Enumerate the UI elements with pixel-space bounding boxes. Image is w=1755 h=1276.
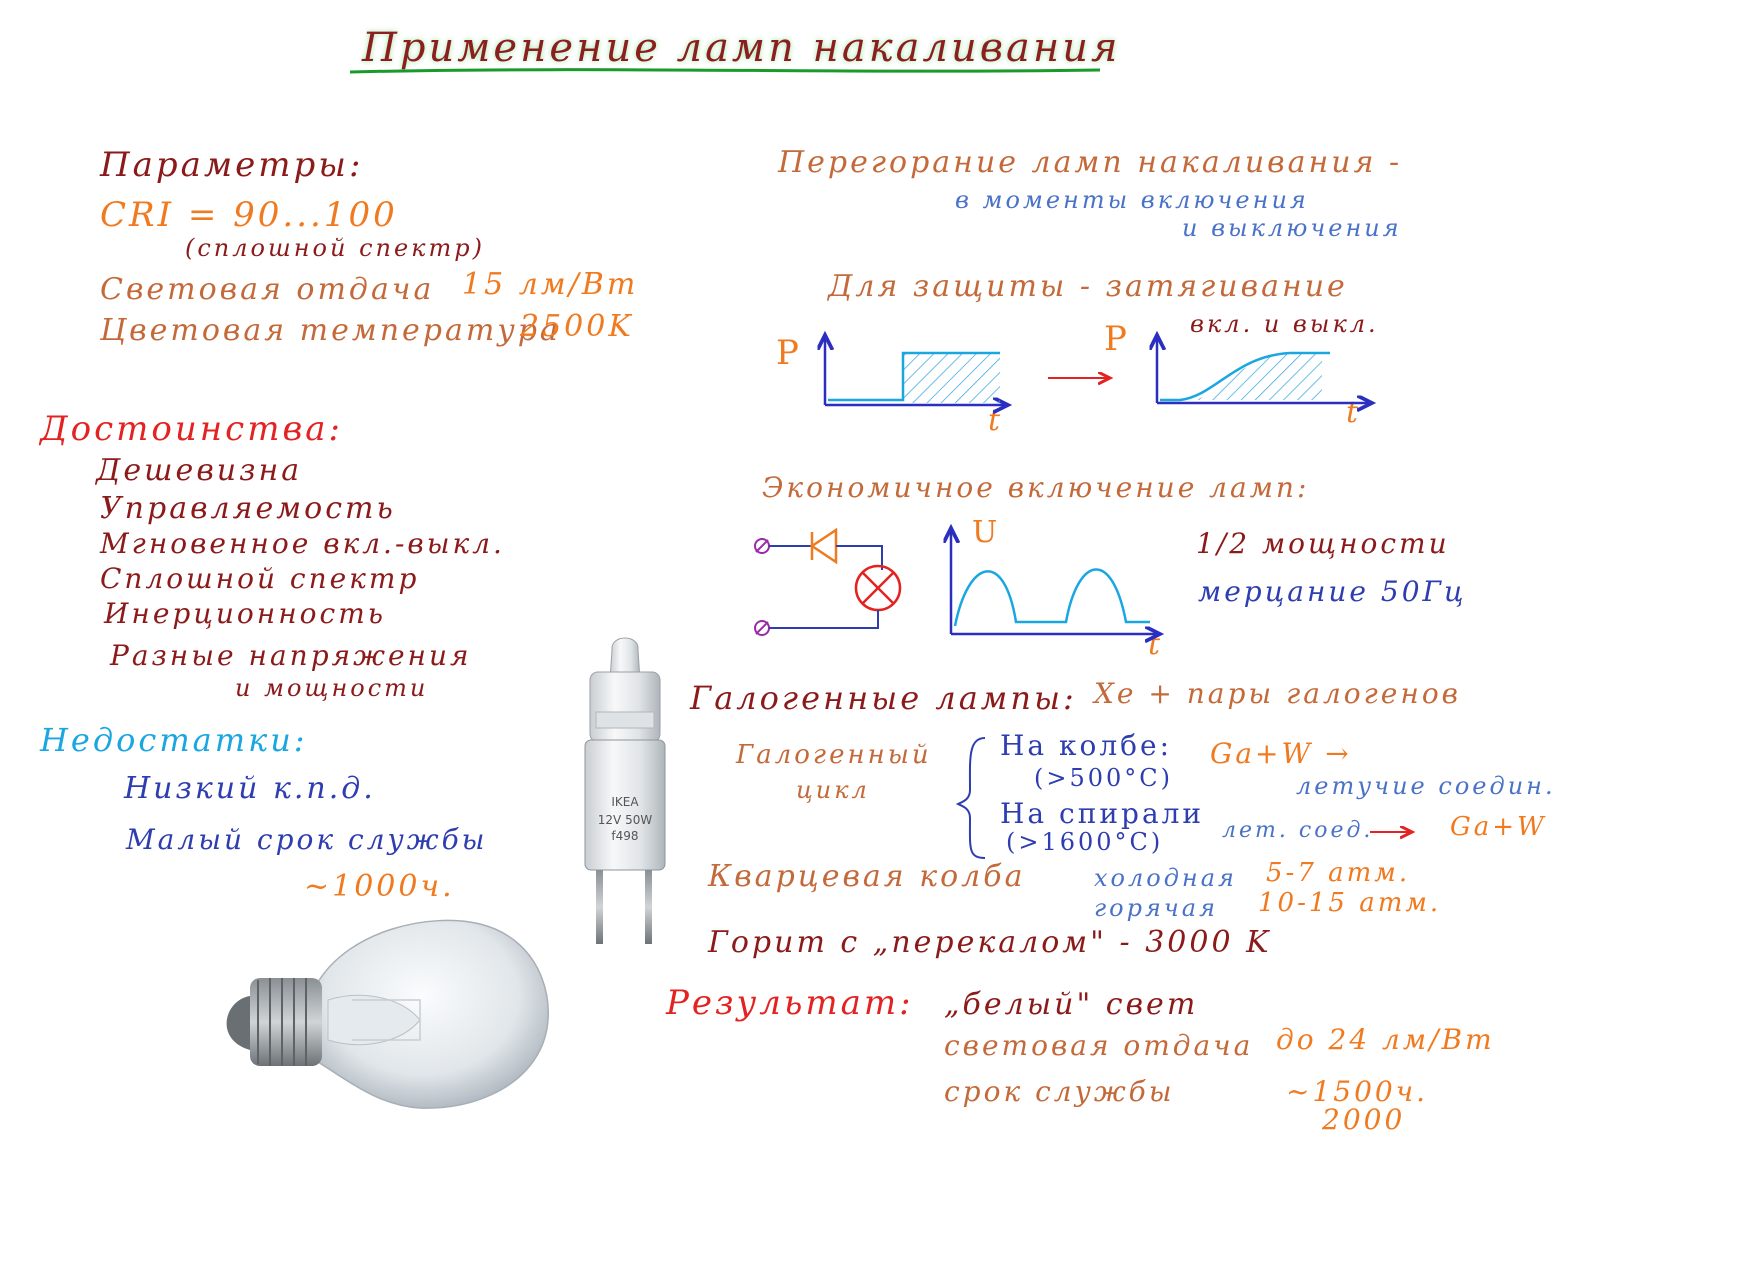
halogen-fill: Xe + пары галогенов [1094,677,1461,710]
efficacy-label: Световая отдача [100,272,435,307]
result-life-value-2: 2000 [1322,1103,1406,1136]
result-efficacy: световая отдача [944,1029,1254,1062]
halogen-capsule-image: IKEA 12V 50W f498 [584,637,666,944]
advantage-item: Управляемость [100,491,396,526]
graph3-u-label: U [972,515,1001,550]
disadvantages-heading: Недостатки: [40,721,308,759]
halogen-cycle-label: Галогенный [736,740,932,770]
cold-value: 5-7 атм. [1266,858,1411,888]
cri-value: CRI = 90...100 [100,195,398,235]
step-power-graph [825,335,1008,405]
halogen-heading: Галогенные лампы: [690,679,1077,717]
economy-heading: Экономичное включение ламп: [762,471,1310,504]
on-spiral-temp: (>1600°C) [1006,828,1164,856]
efficacy-value: 15 лм/Вт [462,267,639,302]
advantage-item: Инерционность [104,597,387,630]
advantages-heading: Достоинства: [40,409,343,449]
cold-label: холодная [1094,864,1237,892]
title-underline [349,68,1101,74]
graph2-t-label: t [1346,395,1362,430]
result-heading: Результат: [666,983,914,1023]
graph1-p-label: P [776,333,802,373]
hot-value: 10-15 атм. [1258,888,1442,918]
color-temp-label: Цветовая температура [100,313,561,348]
lightbulb-image [226,919,549,1109]
on-bulb-reaction: Ga+W → [1210,737,1352,770]
volatile-compounds: летучие соедин. [1296,772,1556,800]
overheat: Горит с „перекалом" - 3000 K [708,925,1272,960]
lifetime-value: ~1000ч. [304,869,455,904]
low-efficiency: Низкий к.п.д. [124,771,376,806]
on-bulb-temp: (>500°C) [1034,764,1174,792]
advantage-item: Дешевизна [96,453,303,488]
capsule-rating-text: 12V 50W [598,813,653,827]
quartz-bulb: Кварцевая колба [708,859,1026,894]
result-life-value: ~1500ч. [1286,1075,1429,1108]
capsule-brand-text: IKEA [611,795,639,809]
halogen-cycle-label-2: цикл [796,776,870,804]
half-power: 1/2 мощности [1196,527,1450,560]
smooth-power-graph [1157,335,1372,403]
flicker-50hz: мерцание 50Гц [1198,575,1467,608]
spiral-reaction: Ga+W [1450,812,1547,842]
advantage-item: и мощности [235,674,429,702]
cri-note: (сплошной спектр) [185,234,485,262]
result-efficacy-value: до 24 лм/Вт [1276,1023,1495,1056]
parameters-heading: Параметры: [100,145,364,185]
protection-line2: вкл. и выкл. [1190,310,1379,338]
volatile-short: лет. соед. [1222,818,1374,843]
graph2-p-label: P [1104,319,1130,359]
capsule-code-text: f498 [611,829,638,843]
result-life: срок службы [944,1075,1175,1108]
advantage-item: Мгновенное вкл.-выкл. [100,527,505,560]
diode-lamp-circuit [754,527,902,636]
short-lifetime: Малый срок службы [126,823,488,856]
burnout-heading: Перегорание ламп накаливания - [778,145,1403,180]
advantage-item: Сплошной спектр [100,562,420,595]
burnout-line2: в моменты включения [955,186,1309,214]
white-light: „белый" свет [944,987,1199,1022]
color-temp-value: 2500K [520,309,634,344]
hot-label: горячая [1094,894,1218,922]
burnout-line3: и выключения [1182,214,1402,242]
page-title: Применение ламп накаливания [362,25,1121,71]
advantage-item: Разные напряжения [110,639,472,672]
half-wave-graph [951,528,1160,634]
protection-heading: Для защиты - затягивание [828,269,1348,304]
halogen-brace [955,737,986,859]
on-bulb: На колбе: [1000,729,1173,762]
on-spiral: На спирали [1000,797,1205,830]
